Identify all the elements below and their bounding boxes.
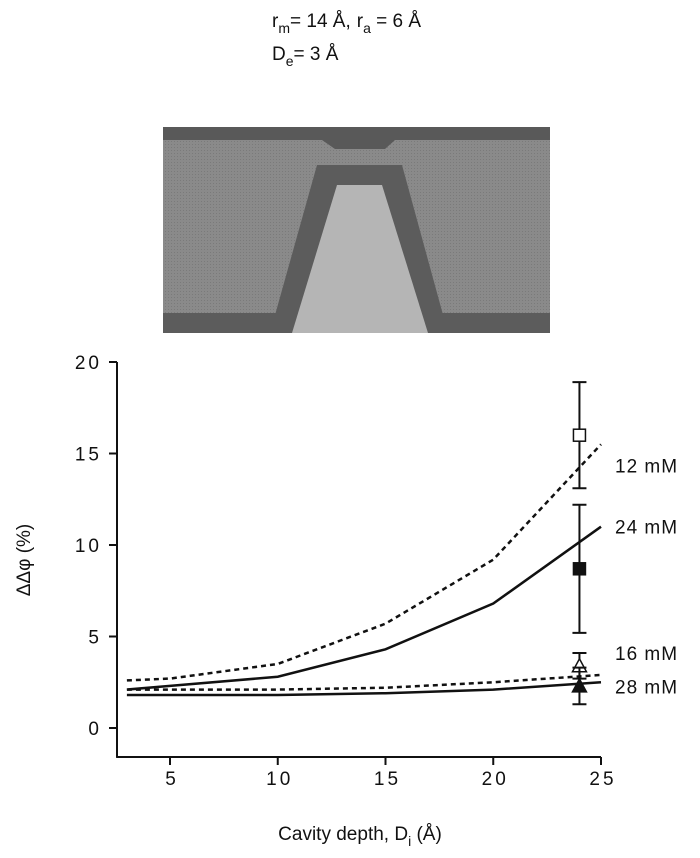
x-title-sub: i — [408, 833, 411, 849]
x-axis-title: Cavity depth, Di (Å) — [278, 824, 442, 849]
symbol: D — [272, 44, 286, 65]
y-axis-title: ΔΔφ (%) — [14, 524, 35, 597]
x-tick-label: 15 — [374, 769, 401, 790]
symbol: r — [357, 11, 364, 32]
y-tick-label: 0 — [88, 719, 102, 740]
x-tick-label: 5 — [165, 769, 179, 790]
series-line — [126, 443, 602, 682]
value-text: = 6 Å — [371, 11, 421, 32]
cavity-schematic — [163, 127, 550, 333]
series-label: 24 mM — [615, 518, 678, 539]
subscript: e — [286, 53, 294, 69]
y-tick-label: 5 — [88, 628, 102, 649]
parameter-line: rm= 14 Å, ra = 6 Å — [272, 11, 421, 36]
y-tick-label: 10 — [75, 536, 102, 557]
marker — [571, 677, 588, 693]
subscript: m — [278, 20, 290, 36]
subscript: a — [363, 20, 371, 36]
marker — [572, 562, 587, 576]
marker — [572, 428, 587, 442]
x-tick-label: 20 — [482, 769, 509, 790]
symbol: r — [272, 11, 279, 32]
plot: 0 5 10 15 20 5 10 15 20 25 Cavity depth, Di (Å) ΔΔφ… — [14, 353, 678, 849]
series-line — [126, 681, 602, 697]
parameter-line: De= 3 Å — [272, 44, 339, 69]
x-title-end: (Å) — [411, 824, 442, 845]
value-text: = 14 Å, — [290, 11, 351, 32]
x-tick-label: 10 — [266, 769, 293, 790]
value-text: = 3 Å — [294, 44, 339, 65]
parameters: rm= 14 Å, ra = 6 ÅDe= 3 Å — [272, 11, 421, 69]
series-label: 28 mM — [615, 677, 678, 698]
series-line — [126, 525, 602, 691]
y-tick-label: 15 — [75, 445, 102, 466]
x-tick-label: 25 — [589, 769, 616, 790]
series-label: 16 mM — [615, 644, 678, 665]
y-tick-label: 20 — [75, 353, 102, 374]
x-title-main: Cavity depth, D — [278, 824, 408, 845]
series-label: 12 mM — [615, 456, 678, 477]
